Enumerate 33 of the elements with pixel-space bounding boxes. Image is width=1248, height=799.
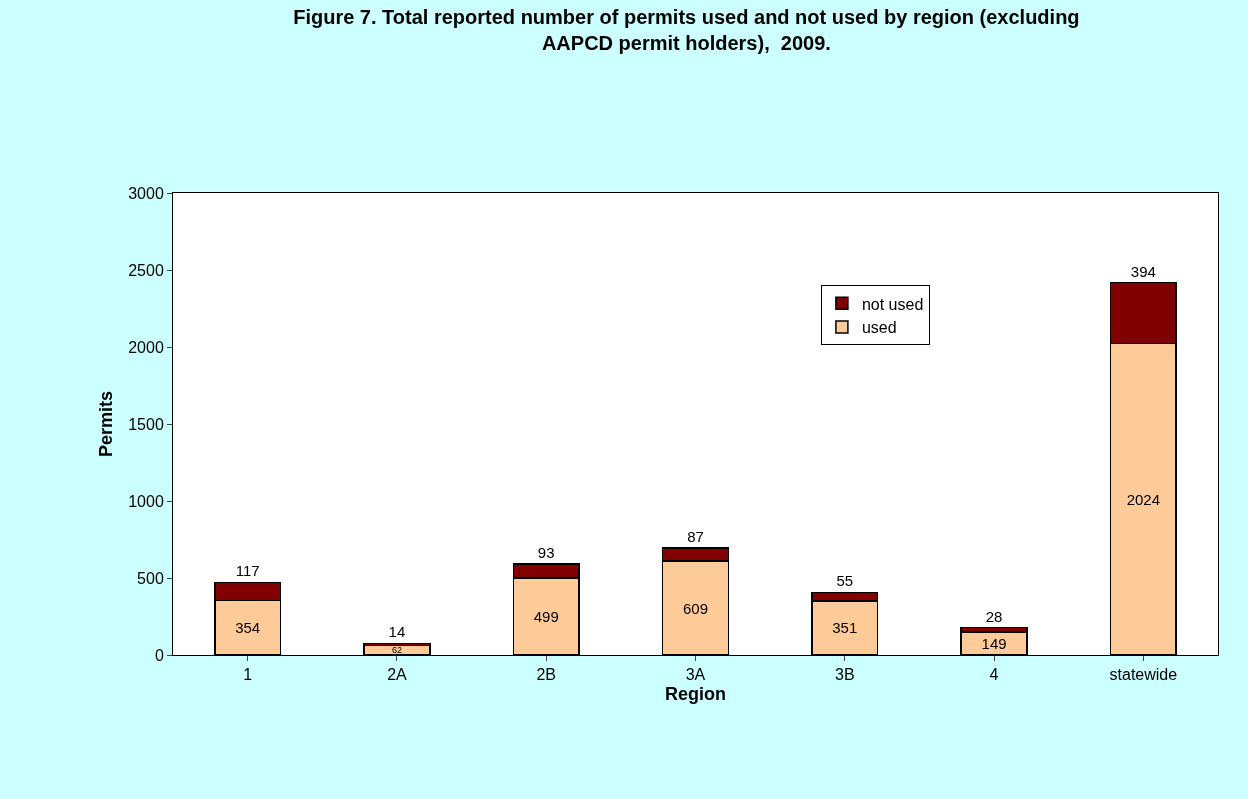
data-label: 149 [981,635,1007,653]
y-tick-label: 1500 [128,415,164,433]
x-tick-label: 3A [685,666,706,684]
data-label: 117 [235,562,260,580]
data-label: 351 [832,619,858,637]
x-tick-label: 4 [989,666,999,684]
x-tick-label: 1 [243,666,253,684]
data-label: 55 [836,572,854,590]
data-label: 14 [388,623,406,641]
y-tick-label: 2500 [128,261,164,279]
data-label: 28 [985,607,1003,625]
y-tick-label: 500 [137,569,164,587]
data-label: 354 [235,619,261,637]
data-label: 93 [537,543,555,561]
data-label: 87 [687,527,704,545]
x-tick-label: 3B [835,666,855,684]
y-tick-label: 2000 [128,338,164,356]
y-axis-title: Permits [96,390,117,458]
x-tick-label: 2B [536,666,556,684]
data-label: 394 [1130,262,1156,280]
y-tick-label: 1000 [128,492,164,510]
x-axis-title: Region [665,684,726,705]
data-label: 609 [682,599,709,617]
data-label: 62 [391,645,402,656]
x-tick-label: 2A [387,666,408,684]
chart-title: Figure 7. Total reported number of permits used and not used by region (excluding AAPCD permit holders), 2009. [293,5,1080,54]
legend-label: not used [861,295,924,313]
data-label: 2024 [1126,490,1161,508]
legend-label: used [861,319,897,337]
y-tick-label: 0 [154,646,164,664]
x-tick-label: statewide [1109,666,1178,684]
data-label: 499 [533,608,559,626]
y-tick-label: 3000 [128,184,164,202]
